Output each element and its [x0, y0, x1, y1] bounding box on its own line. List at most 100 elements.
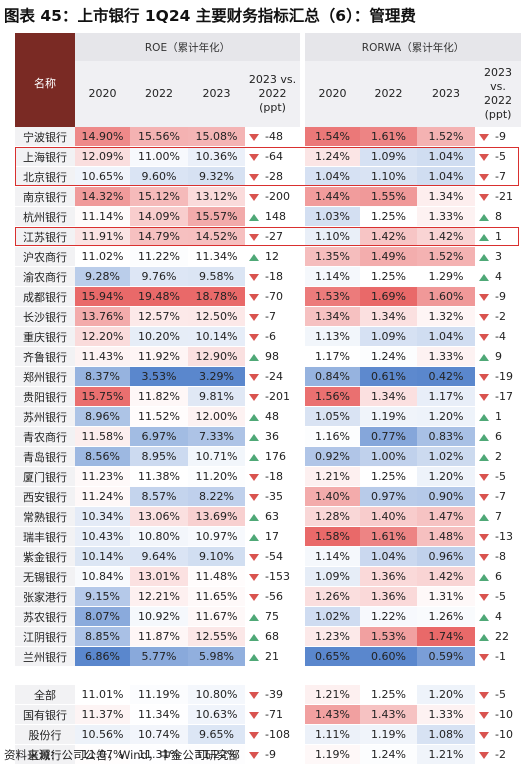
change-value: 48 [265, 410, 279, 423]
bank-name: 成都银行 [15, 286, 75, 307]
change-value: -70 [265, 290, 283, 303]
down-arrow [479, 373, 489, 381]
value-cell: 11.34% [130, 704, 188, 725]
down-arrow [249, 173, 259, 181]
value-cell: 1.24% [360, 744, 417, 765]
up-arrow [479, 253, 489, 261]
value-cell: 9.28% [75, 266, 130, 287]
bank-name: 长沙银行 [15, 306, 75, 327]
blank-row [15, 667, 521, 686]
data-row: 江阴银行 8.85% 11.87% 12.55% 68 1.23% 1.53% 1.74% 22 [15, 626, 521, 647]
data-row: 沪农商行 11.02% 11.22% 11.34% 12 1.35% 1.49% 1.52% 3 [15, 246, 521, 267]
column-header: 2023 [417, 61, 475, 127]
up-arrow [479, 633, 489, 641]
value-cell: 1.43% [360, 704, 417, 725]
change-value: -24 [265, 370, 283, 383]
down-arrow [479, 533, 489, 541]
value-cell: 1.43% [305, 704, 360, 725]
value-cell: 1.20% [417, 466, 475, 487]
change-value: 2 [495, 450, 502, 463]
change-cell: -9 [475, 127, 521, 147]
change-cell: 63 [245, 506, 300, 527]
column-header: 2023 vs. 2022 (ppt) [245, 61, 300, 127]
change-cell: 22 [475, 626, 521, 647]
value-cell: 8.85% [75, 626, 130, 647]
change-value: -28 [265, 170, 283, 183]
value-cell: 1.26% [305, 586, 360, 607]
change-cell: 1 [475, 226, 521, 247]
change-cell: -54 [245, 546, 300, 567]
change-cell: -28 [245, 166, 300, 187]
value-cell: 15.56% [130, 127, 188, 147]
up-arrow [249, 253, 259, 261]
bank-name: 常熟银行 [15, 506, 75, 527]
change-cell: -56 [245, 586, 300, 607]
column-header: 2020 [305, 61, 360, 127]
down-arrow [249, 751, 259, 759]
change-value: 68 [265, 630, 279, 643]
data-row: 郑州银行 8.37% 3.53% 3.29% -24 0.84% 0.61% 0.42% -19 [15, 366, 521, 387]
change-value: -48 [265, 130, 283, 143]
spacer [300, 426, 305, 447]
spacer [300, 446, 305, 467]
bank-name: 江苏银行 [15, 226, 75, 247]
change-value: 1 [495, 230, 502, 243]
change-cell: 4 [475, 266, 521, 287]
value-cell: 9.58% [188, 266, 245, 287]
value-cell: 11.22% [188, 744, 245, 765]
change-cell: -27 [245, 226, 300, 247]
value-cell: 1.25% [360, 685, 417, 705]
down-arrow [249, 711, 259, 719]
value-cell: 1.14% [305, 266, 360, 287]
up-arrow [249, 613, 259, 621]
up-arrow [479, 573, 489, 581]
value-cell: 1.20% [417, 685, 475, 705]
value-cell: 1.25% [360, 266, 417, 287]
spacer [300, 127, 305, 147]
up-arrow [249, 513, 259, 521]
value-cell: 12.20% [75, 326, 130, 347]
name-header: 名称 [15, 33, 75, 127]
change-cell: -21 [475, 186, 521, 207]
value-cell: 12.21% [130, 586, 188, 607]
spacer [300, 724, 305, 745]
value-cell: 8.95% [130, 446, 188, 467]
up-arrow [479, 213, 489, 221]
data-row: 上海银行 12.09% 11.00% 10.36% -64 1.24% 1.09% 1.04%… [15, 146, 521, 167]
data-row: 全部 11.01% 11.19% 10.80% -39 1.21% 1.25% 1.20% -5 [15, 685, 521, 705]
value-cell: 8.56% [75, 446, 130, 467]
column-header: 2023 [188, 61, 245, 127]
value-cell: 8.07% [75, 606, 130, 627]
data-row: 西安银行 11.24% 8.57% 8.22% -35 1.40% 0.97% 0.90% -7 [15, 486, 521, 507]
change-cell: -7 [245, 306, 300, 327]
value-cell: 1.47% [417, 506, 475, 527]
value-cell: 1.04% [417, 166, 475, 187]
bank-name: 兰州银行 [15, 646, 75, 667]
change-cell: -70 [245, 286, 300, 307]
down-arrow [479, 553, 489, 561]
value-cell: 11.01% [75, 685, 130, 705]
value-cell: 15.08% [188, 127, 245, 147]
spacer [300, 366, 305, 387]
value-cell: 1.52% [417, 127, 475, 147]
header-row: 名称 ROE（累计年化） RORWA（累计年化） [15, 33, 521, 127]
value-cell: 11.07% [75, 744, 130, 765]
value-cell: 0.42% [417, 366, 475, 387]
value-cell: 1.36% [360, 566, 417, 587]
value-cell: 10.80% [130, 526, 188, 547]
value-cell: 11.65% [188, 586, 245, 607]
data-row: 兰州银行 6.86% 5.77% 5.98% 21 0.65% 0.60% 0.59% -1 [15, 646, 521, 667]
change-value: -9 [495, 130, 506, 143]
change-value: -7 [265, 310, 276, 323]
value-cell: 1.03% [305, 206, 360, 227]
value-cell: 1.16% [305, 426, 360, 447]
change-value: 75 [265, 610, 279, 623]
change-cell: -18 [245, 466, 300, 487]
down-arrow [479, 691, 489, 699]
bank-name: 上海银行 [15, 146, 75, 167]
down-arrow [479, 133, 489, 141]
figure-title: 图表 45：上市银行 1Q24 主要财务指标汇总（6）：管理费 [4, 7, 416, 25]
down-arrow [479, 473, 489, 481]
value-cell: 6.97% [130, 426, 188, 447]
